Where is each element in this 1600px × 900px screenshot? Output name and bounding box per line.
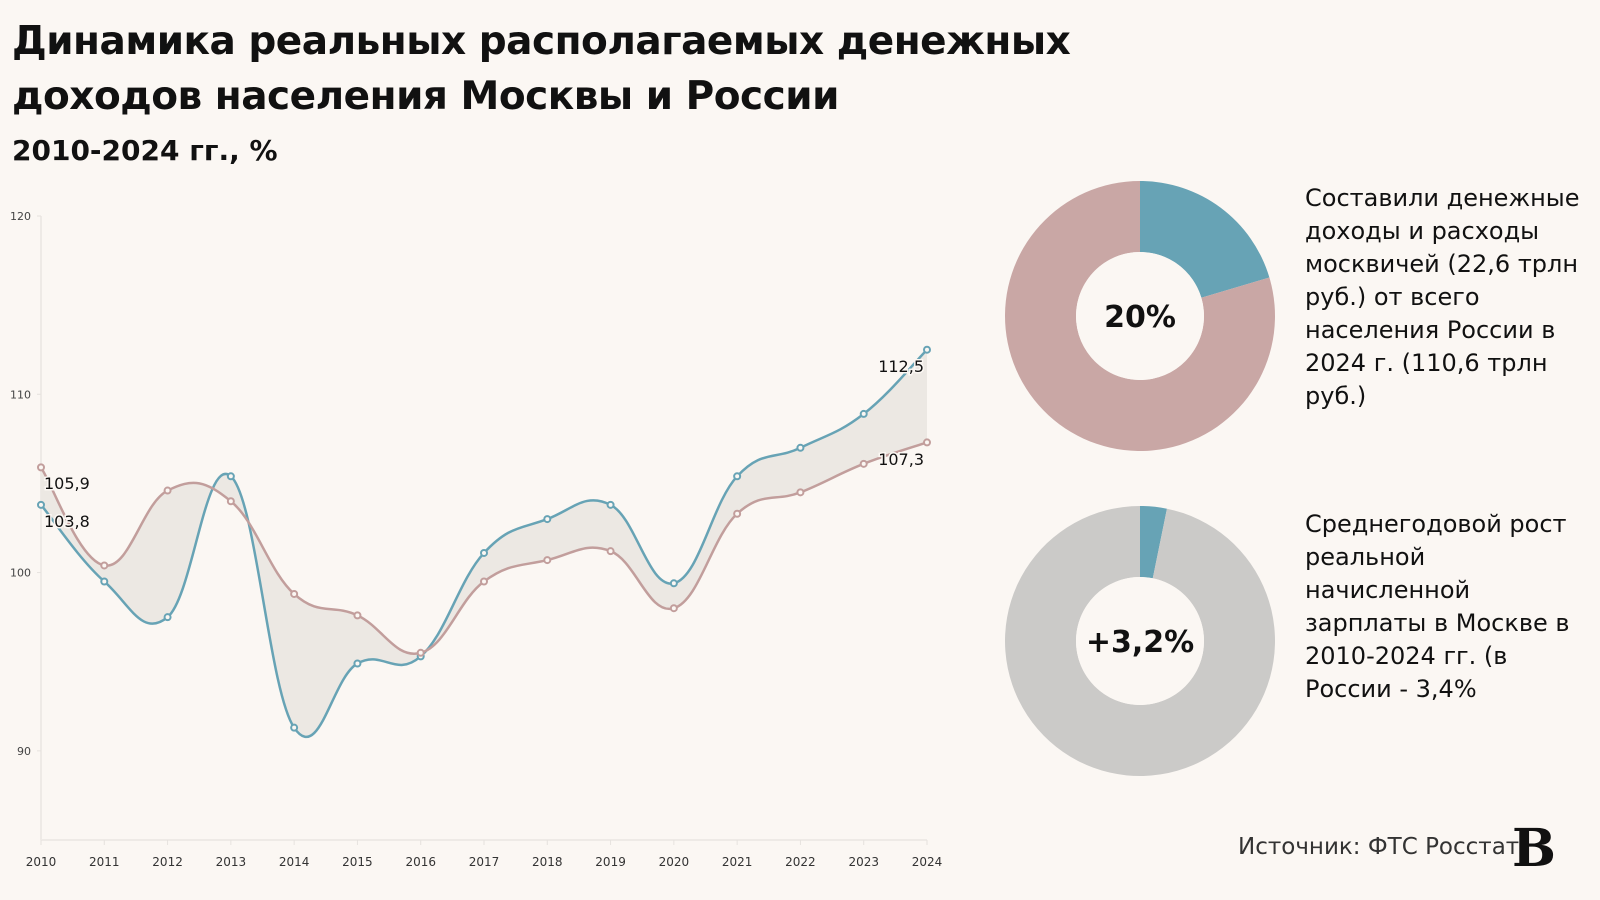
gap-area — [41, 349, 927, 737]
data-point-russia — [353, 611, 362, 620]
donut-slice — [1005, 181, 1275, 452]
data-point-russia — [859, 459, 868, 468]
data-point-russia — [226, 497, 235, 506]
donut-slice — [1140, 506, 1167, 579]
data-point-moscow — [923, 345, 931, 354]
data-label: 105,9 — [44, 474, 90, 493]
data-point-moscow — [100, 577, 109, 586]
data-point-russia — [290, 589, 299, 598]
page-title: Динамика реальных располагаемых денежных… — [12, 19, 1071, 119]
donut-hole — [1076, 577, 1204, 705]
data-point-moscow — [480, 548, 488, 557]
donut-slice — [1140, 181, 1270, 298]
data-point-russia — [480, 577, 488, 586]
data-point-russia — [669, 604, 678, 613]
data-point-moscow — [733, 472, 742, 481]
x-tick-label: 2021 — [722, 855, 753, 869]
x-tick-label: 2022 — [785, 855, 816, 869]
data-point-russia — [923, 438, 931, 447]
data-point-moscow — [226, 472, 235, 481]
y-tick-label: 110 — [10, 388, 31, 401]
data-point-russia — [100, 561, 109, 570]
data-point-russia — [543, 556, 552, 565]
x-tick-label: 2017 — [469, 855, 500, 869]
data-point-russia — [163, 486, 172, 495]
donut-chart-wage-growth: +3,2% — [1005, 506, 1275, 776]
data-label: 103,8 — [44, 512, 90, 531]
data-point-russia — [796, 488, 805, 497]
donut-hole — [1076, 252, 1204, 380]
data-label: 112,5 — [878, 357, 924, 376]
note-wage-growth: Среднегодовой рост реальной начисленной … — [1305, 510, 1570, 703]
series-line-moscow — [40, 348, 928, 739]
x-tick-label: 2019 — [595, 855, 626, 869]
data-point-moscow — [543, 515, 552, 524]
donut-center-label: +3,2% — [1086, 625, 1194, 660]
x-tick-label: 2020 — [659, 855, 690, 869]
data-point-moscow — [290, 723, 299, 732]
donut-center-label: 20% — [1104, 300, 1176, 335]
data-point-russia — [733, 509, 742, 518]
donut-chart-share: 20% — [1005, 181, 1275, 452]
donut-slice — [1005, 506, 1275, 776]
note-share: Составили денежные доходы и расходы моск… — [1305, 184, 1580, 410]
data-label: 107,3 — [878, 450, 924, 469]
x-tick-label: 2018 — [532, 855, 563, 869]
x-tick-label: 2011 — [89, 855, 120, 869]
x-tick-label: 2023 — [848, 855, 879, 869]
data-point-russia — [37, 463, 45, 472]
x-tick-label: 2012 — [152, 855, 183, 869]
source-text: Источник: ФТС Росстат — [1238, 834, 1520, 860]
x-tick-label: 2016 — [405, 855, 436, 869]
vedomosti-logo: В — [1512, 818, 1556, 879]
x-tick-label: 2013 — [216, 855, 247, 869]
y-tick-label: 120 — [10, 210, 31, 223]
x-tick-label: 2024 — [912, 855, 943, 869]
data-point-moscow — [353, 659, 362, 668]
data-point-moscow — [37, 500, 45, 509]
data-point-moscow — [163, 613, 172, 622]
y-tick-label: 90 — [17, 745, 31, 758]
data-point-moscow — [859, 409, 868, 418]
data-point-moscow — [796, 443, 805, 452]
y-tick-label: 100 — [10, 567, 31, 580]
line-chart: 90 100 110 120 2010 2011 2012 2013 2014 2015 2016 2… — [10, 210, 943, 869]
x-tick-label: 2010 — [26, 855, 57, 869]
data-point-russia — [416, 648, 425, 657]
data-point-moscow — [606, 500, 615, 509]
x-tick-label: 2014 — [279, 855, 310, 869]
x-tick-label: 2015 — [342, 855, 373, 869]
data-point-moscow — [669, 579, 678, 588]
page-subtitle: 2010-2024 гг., % — [12, 134, 278, 167]
data-point-russia — [606, 547, 615, 556]
